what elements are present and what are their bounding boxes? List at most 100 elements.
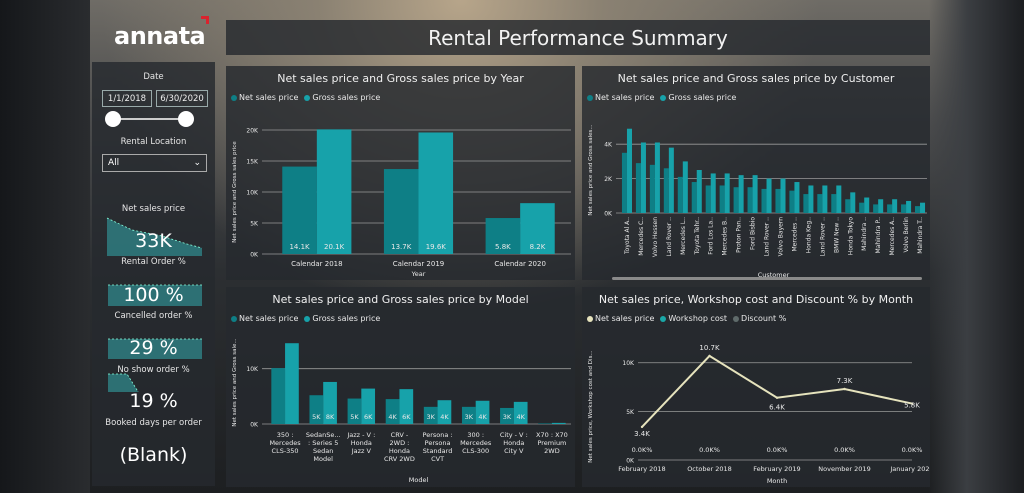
y-tick-label: 0K bbox=[604, 211, 613, 218]
x-tick-label: Premium bbox=[537, 439, 566, 447]
data-label-workshop: 0.0K% bbox=[902, 446, 923, 454]
bar-gross bbox=[850, 192, 856, 213]
bar-gross bbox=[626, 128, 633, 213]
bar-gross bbox=[437, 400, 452, 424]
bar-gross bbox=[738, 175, 744, 213]
legend-item-discount[interactable]: Discount % bbox=[733, 314, 786, 323]
bar-net bbox=[423, 406, 438, 424]
filter-kpi-panel: Date 1/1/2018 6/30/2020 Rental Location … bbox=[92, 62, 215, 486]
data-label: 6K bbox=[402, 413, 411, 421]
background-right bbox=[929, 0, 1024, 493]
legend-item-workshop[interactable]: Workshop cost bbox=[660, 314, 727, 323]
legend-item-gross[interactable]: Gross sales price bbox=[304, 93, 380, 102]
bar-net bbox=[817, 194, 823, 213]
bar-gross bbox=[475, 400, 490, 424]
legend-dot-icon bbox=[733, 315, 740, 322]
data-label: 8K bbox=[326, 413, 335, 421]
x-tick-label: Land Rover .. bbox=[666, 217, 673, 257]
legend-item-net[interactable]: Net sales price bbox=[587, 314, 654, 323]
bar-net bbox=[775, 188, 781, 213]
legend-item-net[interactable]: Net sales price bbox=[231, 314, 298, 323]
legend-item-gross[interactable]: Gross sales price bbox=[304, 314, 380, 323]
x-tick-label: X70 : X70 bbox=[536, 431, 568, 439]
bar-net bbox=[309, 395, 324, 424]
x-tick-label: City - V : bbox=[500, 431, 528, 439]
x-tick-label: Volvo Berlin bbox=[903, 217, 910, 253]
bar-net bbox=[271, 368, 286, 424]
x-tick-label: BMW New .. bbox=[833, 217, 840, 253]
data-label: 4K bbox=[478, 413, 487, 421]
y-tick-label: 10K bbox=[622, 360, 635, 367]
legend-dot-icon bbox=[304, 94, 311, 101]
y-tick-label: 10K bbox=[246, 190, 259, 197]
date-start-input[interactable]: 1/1/2018 bbox=[102, 90, 152, 107]
date-end-input[interactable]: 6/30/2020 bbox=[156, 90, 208, 107]
x-tick-label: 300 : bbox=[467, 431, 484, 439]
bar-gross bbox=[780, 178, 786, 213]
rental-location-value: All bbox=[108, 158, 120, 168]
data-label: 19.6K bbox=[426, 243, 447, 251]
y-tick-label: 5K bbox=[250, 221, 259, 228]
bar-gross bbox=[682, 161, 688, 213]
chart-title: Net sales price, Workshop cost and Disco… bbox=[598, 293, 914, 306]
kpi-value-no-show: 19 % bbox=[129, 390, 178, 412]
data-point bbox=[775, 396, 779, 399]
chart-by-year[interactable]: Net sales price and Gross sales price by… bbox=[226, 66, 575, 280]
bar-net bbox=[873, 204, 879, 213]
x-tick-label: CRV - bbox=[391, 431, 409, 439]
x-tick-label: Honda Keg.. bbox=[805, 217, 812, 253]
rental-location-label: Rental Location bbox=[120, 137, 187, 147]
chart-title: Net sales price and Gross sales price by… bbox=[272, 293, 529, 306]
legend-dot-icon bbox=[587, 315, 593, 322]
x-tick-label: Jazz - V : bbox=[346, 431, 375, 439]
bar-net bbox=[691, 182, 697, 213]
legend-item-net[interactable]: Net sales price bbox=[587, 93, 654, 102]
x-tick-label: CLS-300 bbox=[462, 447, 489, 455]
x-tick-label: November 2019 bbox=[818, 465, 870, 473]
x-axis-title: Model bbox=[409, 476, 429, 484]
bar-net bbox=[663, 168, 669, 213]
legend-label: Net sales price bbox=[595, 93, 655, 102]
data-label: 20.1K bbox=[324, 243, 345, 251]
kpi-value-booked-days: (Blank) bbox=[119, 444, 188, 466]
bar-gross bbox=[766, 178, 772, 213]
chart-legend: Net sales price Workshop cost Discount % bbox=[587, 314, 786, 323]
x-tick-label: Volvo Bayern bbox=[777, 217, 784, 257]
legend-label: Net sales price bbox=[595, 314, 655, 323]
rental-location-dropdown[interactable]: All ⌄ bbox=[102, 154, 207, 172]
data-label: 4K bbox=[516, 413, 525, 421]
bar-net bbox=[901, 204, 907, 213]
y-axis-title: Net sales price and Gross sales price bbox=[232, 141, 238, 243]
horizontal-scrollbar[interactable] bbox=[612, 277, 922, 280]
data-label: 8.2K bbox=[530, 243, 546, 251]
date-label: Date bbox=[143, 72, 164, 82]
x-tick-label: Ford Los La.. bbox=[708, 217, 715, 255]
data-label: 14.1K bbox=[289, 243, 310, 251]
chart-by-customer[interactable]: Net sales price and Gross sales price by… bbox=[582, 66, 930, 280]
x-tick-label: Honda bbox=[389, 447, 410, 455]
logo-text: annata bbox=[114, 22, 206, 50]
data-label: 5K bbox=[312, 413, 321, 421]
chart-by-month[interactable]: Net sales price, Workshop cost and Disco… bbox=[582, 287, 930, 487]
x-tick-label: Toyota Tehr.. bbox=[694, 217, 701, 255]
x-tick-label: 2WD bbox=[544, 447, 560, 455]
legend-dot-icon bbox=[660, 94, 667, 101]
bar-gross bbox=[794, 182, 800, 213]
date-slider-start-handle[interactable] bbox=[105, 111, 121, 127]
page-title: Rental Performance Summary bbox=[428, 25, 728, 50]
x-tick-label: Model bbox=[313, 455, 333, 463]
bar-gross bbox=[906, 200, 912, 213]
x-tick-label: Calendar 2020 bbox=[494, 260, 546, 268]
date-slider-end-handle[interactable] bbox=[178, 111, 194, 127]
bar-net bbox=[761, 188, 767, 213]
bar-gross bbox=[323, 381, 337, 424]
legend-item-net[interactable]: Net sales price bbox=[231, 93, 298, 102]
kpi-sparkline-no-show-line bbox=[108, 373, 139, 392]
data-label: 13.7K bbox=[391, 243, 412, 251]
bar-net bbox=[347, 398, 362, 424]
date-slider-track[interactable] bbox=[112, 118, 190, 120]
chart-by-model[interactable]: Net sales price and Gross sales price by… bbox=[226, 287, 575, 487]
x-tick-label: Calendar 2018 bbox=[291, 260, 343, 268]
legend-item-gross[interactable]: Gross sales price bbox=[660, 93, 736, 102]
x-tick-label: CRV 2WD bbox=[384, 455, 415, 463]
